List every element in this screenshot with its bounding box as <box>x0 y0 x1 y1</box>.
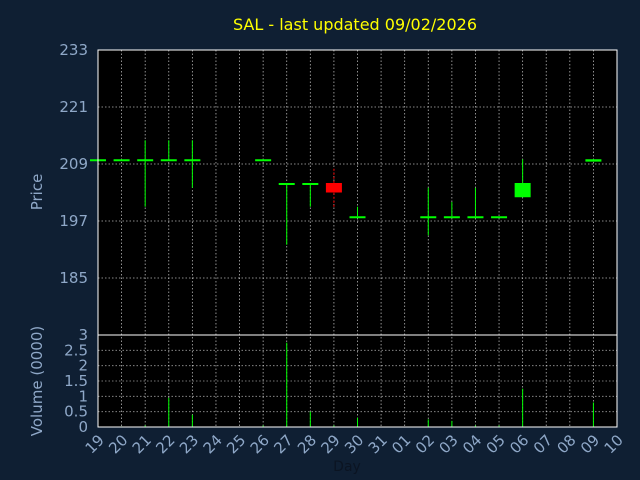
volume-tick-label: 1 <box>78 387 88 405</box>
plot-border <box>97 49 618 428</box>
candle-body <box>113 159 130 162</box>
x-tick-label: 06 <box>506 431 532 457</box>
candle-body <box>255 159 272 162</box>
volume-tick-label: 1.5 <box>64 372 88 390</box>
price-tick-label: 185 <box>59 269 88 287</box>
x-axis-label: Day <box>333 459 361 475</box>
candle-body <box>491 216 508 219</box>
price-tick-label: 221 <box>59 98 88 116</box>
x-tick-label: 03 <box>435 431 461 457</box>
volume-tick-label: 2 <box>78 357 88 375</box>
x-tick-label: 30 <box>341 431 367 457</box>
candle-body <box>160 159 177 162</box>
x-tick-label: 28 <box>294 431 320 457</box>
candle-body <box>467 216 484 219</box>
candle-body <box>302 183 319 185</box>
candle-body <box>585 159 602 162</box>
x-tick-label: 20 <box>105 431 131 457</box>
x-tick-label: 24 <box>200 431 226 457</box>
x-tick-label: 04 <box>459 431 485 457</box>
x-tick-label: 05 <box>483 431 509 457</box>
x-tick-labels: 1920212223242526272829303101020304050607… <box>82 431 627 457</box>
x-tick-label: 07 <box>530 431 556 457</box>
candle-body <box>184 159 201 162</box>
x-tick-label: 21 <box>129 431 155 457</box>
price-tick-labels: 185 197 209 221 233 <box>59 41 88 287</box>
x-tick-label: 27 <box>270 431 296 457</box>
x-tick-label: 25 <box>223 431 249 457</box>
x-tick-label: 29 <box>318 431 344 457</box>
x-tick-label: 09 <box>577 431 603 457</box>
x-tick-label: 23 <box>176 431 202 457</box>
candle-body <box>420 216 437 219</box>
candle-body <box>443 216 460 219</box>
price-tick-label: 197 <box>59 212 88 230</box>
x-tick-label: 22 <box>152 431 178 457</box>
candle-body <box>349 216 366 219</box>
volume-tick-label: 2.5 <box>64 341 88 359</box>
volume-tick-label: 0 <box>78 418 88 436</box>
candle-body <box>278 183 295 185</box>
chart-title: SAL - last updated 09/02/2026 <box>233 15 477 34</box>
y-axis-label: Price <box>28 174 46 211</box>
x-tick-label: 31 <box>365 431 391 457</box>
volume-axis-label: Volume (0000) <box>28 326 46 436</box>
volume-tick-label: 3 <box>78 326 88 344</box>
volume-tick-label: 0.5 <box>64 403 88 421</box>
x-tick-label: 26 <box>247 431 273 457</box>
candle-body <box>137 159 154 162</box>
price-tick-label: 209 <box>59 155 88 173</box>
x-tick-label: 02 <box>412 431 438 457</box>
x-tick-label: 08 <box>553 431 579 457</box>
candle-body <box>325 183 342 193</box>
candle-body <box>514 183 531 198</box>
price-tick-label: 233 <box>59 41 88 59</box>
x-tick-label: 10 <box>601 431 627 457</box>
x-tick-label: 01 <box>388 431 414 457</box>
volume-tick-labels: 00.511.522.53 <box>64 326 88 436</box>
